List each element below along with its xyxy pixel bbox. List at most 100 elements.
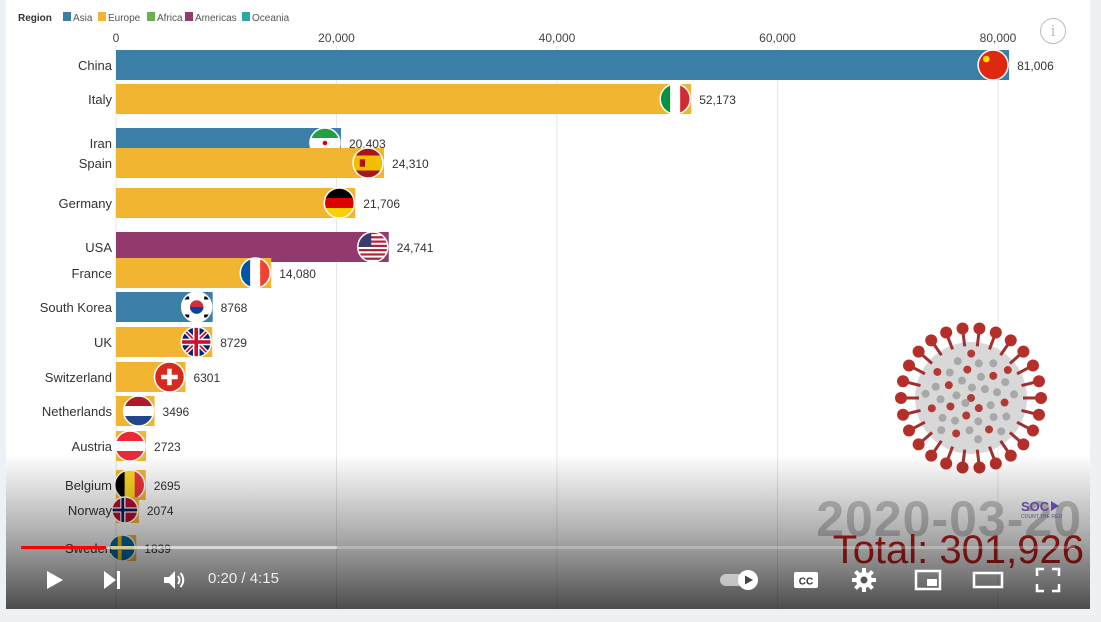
south-korea-flag [180, 291, 213, 323]
bar-italy [116, 84, 692, 114]
virus-spike-head [989, 457, 1002, 470]
virus-surface-dot [952, 429, 961, 438]
autoplay-toggle[interactable] [716, 564, 764, 596]
x-axis-ticks: 0 20,000 40,000 60,000 80,000 [113, 31, 1017, 45]
spain-flag [352, 147, 384, 179]
value-label-iran: 20,403 [349, 137, 386, 151]
legend-item-americas: Americas [195, 13, 237, 24]
bar-china [116, 50, 1010, 80]
category-label-switzerland: Switzerland [45, 370, 112, 385]
value-label-spain: 24,310 [392, 157, 429, 171]
legend-swatch-asia [63, 12, 71, 21]
virus-surface-dot [952, 391, 961, 400]
logo-text: SOC [1021, 499, 1050, 514]
virus-spike-head [925, 449, 938, 462]
bar-germany [116, 188, 356, 218]
virus-surface-dot [989, 413, 998, 422]
virus-spike-head [956, 461, 969, 474]
legend-swatch-oceania [242, 12, 250, 21]
virus-surface-dot [961, 398, 970, 407]
virus-spike-head [940, 326, 953, 339]
virus-surface-dot [927, 404, 936, 413]
france-flag [239, 257, 271, 289]
virus-spike-head [912, 345, 925, 358]
value-label-usa: 24,741 [397, 241, 434, 255]
time-total: 4:15 [249, 570, 279, 587]
next-icon [104, 571, 120, 589]
play-button[interactable] [36, 564, 72, 596]
virus-spike-head [897, 408, 910, 421]
legend-swatch-africa [147, 12, 155, 21]
bar-usa [116, 232, 389, 262]
virus-spike-head [1004, 449, 1017, 462]
time-separator: / [237, 570, 250, 587]
volume-button[interactable] [156, 564, 192, 596]
timeline-strip [21, 598, 1075, 606]
switzerland-flag [153, 361, 186, 393]
progress-played [21, 546, 106, 549]
austria-flag [114, 430, 146, 462]
virus-surface-dot [945, 368, 954, 377]
virus-surface-dot [997, 427, 1006, 436]
video-player[interactable]: Region Asia Europe Africa Americas Oceania 0 2… [6, 0, 1090, 609]
theater-mode-button[interactable] [968, 564, 1008, 596]
virus-surface-dot [974, 435, 983, 444]
tick-label: 0 [113, 31, 120, 45]
captions-icon: CC [794, 572, 818, 588]
virus-spike-head [1035, 392, 1047, 404]
virus-surface-dot [931, 382, 940, 391]
value-label-sweden: 1839 [144, 542, 171, 556]
progress-loaded [21, 546, 338, 549]
virus-surface-dot [974, 404, 983, 413]
bars: China 81,006 Italy 52,173 Iran 20,403 Spain 24,… [40, 49, 1054, 562]
info-icon[interactable]: i [1040, 18, 1066, 44]
virus-surface-dot [993, 388, 1002, 397]
bar-spain [116, 148, 385, 178]
miniplayer-icon [914, 569, 942, 591]
value-label-germany: 21,706 [363, 197, 400, 211]
virus-surface-dot [974, 417, 983, 426]
virus-surface-dot [967, 383, 976, 392]
belgium-flag [113, 469, 146, 501]
miniplayer-button[interactable] [910, 564, 946, 596]
legend-swatch-europe [98, 12, 106, 21]
fullscreen-icon [1035, 567, 1061, 593]
logo-subtext: COUNT THE RED [1021, 514, 1062, 520]
virus-surface-dot [963, 365, 972, 374]
legend: Region Asia Europe Africa Americas Oceania [18, 12, 290, 24]
time-current: 0:20 [208, 570, 238, 587]
virus-spike-head [925, 334, 938, 347]
legend-item-europe: Europe [108, 13, 141, 24]
virus-surface-dot [962, 411, 971, 420]
virus-spike-head [1032, 408, 1045, 421]
virus-spike-head [973, 461, 986, 474]
category-label-france: France [72, 266, 112, 281]
captions-button[interactable]: CC [788, 564, 824, 596]
virus-spike-head [903, 359, 916, 372]
settings-icon [852, 568, 876, 592]
category-label-italy: Italy [88, 92, 112, 107]
value-label-norway: 2074 [147, 504, 174, 518]
virus-surface-dot [938, 413, 947, 422]
value-label-switzerland: 6301 [193, 371, 220, 385]
value-label-belgium: 2695 [154, 479, 181, 493]
virus-surface-dot [989, 371, 998, 380]
fullscreen-button[interactable] [1030, 564, 1066, 596]
virus-surface-dot [1009, 390, 1018, 399]
svg-text:CC: CC [799, 577, 813, 588]
progress-bar[interactable] [21, 546, 1075, 549]
virus-spike-head [912, 438, 925, 451]
legend-item-oceania: Oceania [252, 13, 290, 24]
virus-surface-dot [946, 402, 955, 411]
value-label-france: 14,080 [279, 267, 316, 281]
virus-surface-dot [921, 389, 930, 398]
usa-flag [357, 231, 389, 263]
uk-flag [180, 326, 212, 358]
category-label-spain: Spain [79, 156, 112, 171]
virus-spike-head [973, 322, 986, 335]
legend-swatch-americas [185, 12, 193, 21]
next-button[interactable] [94, 564, 130, 596]
category-label-uk: UK [94, 335, 112, 350]
settings-button[interactable] [846, 564, 882, 596]
virus-surface-dot [967, 349, 976, 358]
